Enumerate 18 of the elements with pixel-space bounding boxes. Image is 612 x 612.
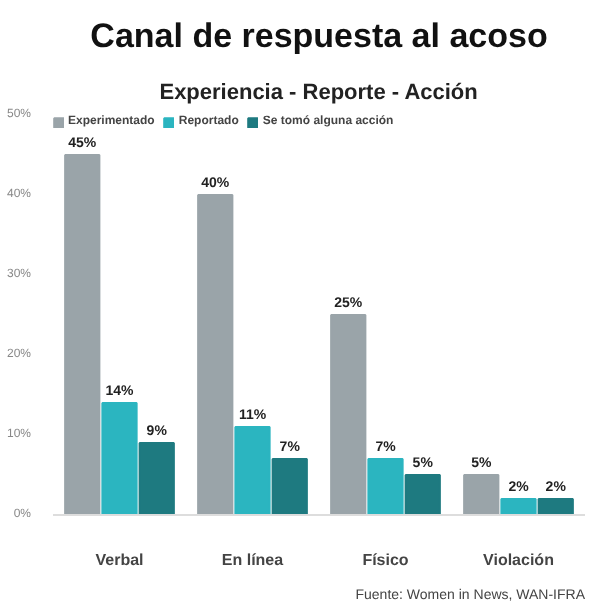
x-tick-label: Verbal — [95, 551, 144, 569]
bar — [101, 402, 138, 515]
bar — [64, 154, 101, 515]
x-tick-label: Físico — [362, 551, 409, 569]
bar — [463, 474, 500, 515]
bar — [537, 498, 574, 515]
bar — [367, 458, 404, 515]
bar — [271, 458, 308, 515]
bar — [404, 474, 441, 515]
bar — [500, 498, 537, 515]
chart-title: Canal de respuesta al acoso — [90, 17, 548, 55]
x-tick-label: Violación — [483, 551, 555, 569]
bar — [330, 314, 367, 515]
chart-subtitle: Experiencia - Reporte - Acción — [159, 81, 479, 105]
bar — [138, 442, 175, 515]
x-tick-label: En línea — [221, 551, 285, 569]
bar — [234, 426, 271, 515]
bar — [197, 194, 234, 515]
